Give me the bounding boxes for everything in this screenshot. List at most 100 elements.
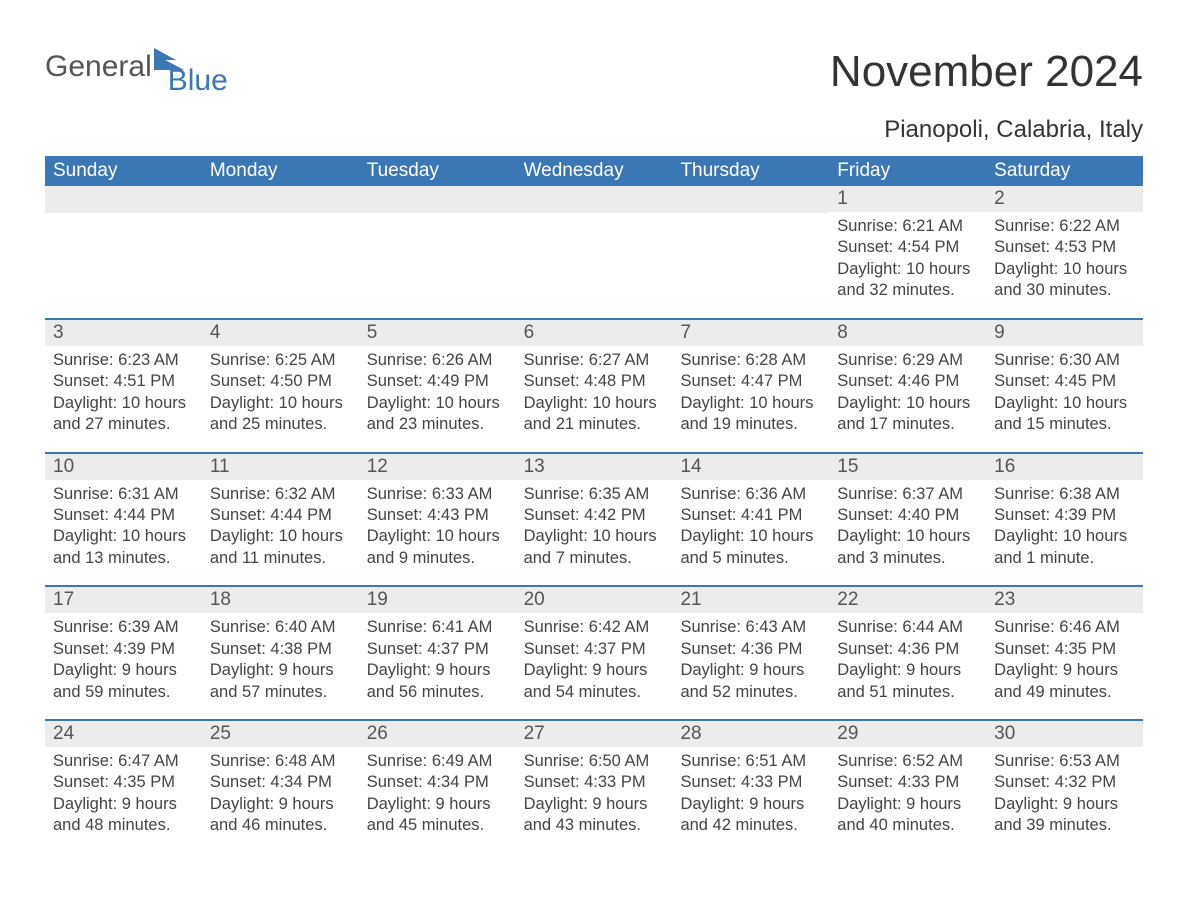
empty-day bbox=[45, 186, 202, 213]
daylight-line: Daylight: 9 hours and 56 minutes. bbox=[367, 660, 508, 703]
day-number: 16 bbox=[986, 454, 1143, 480]
daylight-line: Daylight: 10 hours and 3 minutes. bbox=[837, 526, 978, 569]
day-data: Sunrise: 6:50 AMSunset: 4:33 PMDaylight:… bbox=[516, 747, 673, 837]
sunrise-line: Sunrise: 6:44 AM bbox=[837, 617, 978, 638]
day-number: 9 bbox=[986, 320, 1143, 346]
sunrise-line: Sunrise: 6:29 AM bbox=[837, 350, 978, 371]
day-cell: 2Sunrise: 6:22 AMSunset: 4:53 PMDaylight… bbox=[986, 186, 1143, 308]
daylight-line: Daylight: 9 hours and 59 minutes. bbox=[53, 660, 194, 703]
day-cell: 29Sunrise: 6:52 AMSunset: 4:33 PMDayligh… bbox=[829, 721, 986, 843]
sunset-line: Sunset: 4:48 PM bbox=[524, 371, 665, 392]
sunset-line: Sunset: 4:37 PM bbox=[367, 639, 508, 660]
sunrise-line: Sunrise: 6:41 AM bbox=[367, 617, 508, 638]
sunset-line: Sunset: 4:33 PM bbox=[680, 772, 821, 793]
title-block: November 2024 Pianopoli, Calabria, Italy bbox=[830, 50, 1143, 144]
day-cell: 14Sunrise: 6:36 AMSunset: 4:41 PMDayligh… bbox=[672, 454, 829, 576]
weekday-header: Friday bbox=[829, 156, 986, 186]
daylight-line: Daylight: 10 hours and 32 minutes. bbox=[837, 259, 978, 302]
day-data: Sunrise: 6:28 AMSunset: 4:47 PMDaylight:… bbox=[672, 346, 829, 436]
day-number: 3 bbox=[45, 320, 202, 346]
daylight-line: Daylight: 10 hours and 13 minutes. bbox=[53, 526, 194, 569]
day-cell: 13Sunrise: 6:35 AMSunset: 4:42 PMDayligh… bbox=[516, 454, 673, 576]
sunset-line: Sunset: 4:46 PM bbox=[837, 371, 978, 392]
sunset-line: Sunset: 4:39 PM bbox=[994, 505, 1135, 526]
day-data: Sunrise: 6:21 AMSunset: 4:54 PMDaylight:… bbox=[829, 212, 986, 302]
day-data: Sunrise: 6:38 AMSunset: 4:39 PMDaylight:… bbox=[986, 480, 1143, 570]
sunrise-line: Sunrise: 6:25 AM bbox=[210, 350, 351, 371]
day-cell: 20Sunrise: 6:42 AMSunset: 4:37 PMDayligh… bbox=[516, 587, 673, 709]
daylight-line: Daylight: 9 hours and 52 minutes. bbox=[680, 660, 821, 703]
daylight-line: Daylight: 9 hours and 40 minutes. bbox=[837, 794, 978, 837]
sunrise-line: Sunrise: 6:48 AM bbox=[210, 751, 351, 772]
day-data: Sunrise: 6:48 AMSunset: 4:34 PMDaylight:… bbox=[202, 747, 359, 837]
sunset-line: Sunset: 4:49 PM bbox=[367, 371, 508, 392]
day-number: 7 bbox=[672, 320, 829, 346]
sunrise-line: Sunrise: 6:50 AM bbox=[524, 751, 665, 772]
sunset-line: Sunset: 4:40 PM bbox=[837, 505, 978, 526]
weekday-header: Wednesday bbox=[516, 156, 673, 186]
day-cell: 17Sunrise: 6:39 AMSunset: 4:39 PMDayligh… bbox=[45, 587, 202, 709]
day-data: Sunrise: 6:47 AMSunset: 4:35 PMDaylight:… bbox=[45, 747, 202, 837]
day-number: 8 bbox=[829, 320, 986, 346]
day-data: Sunrise: 6:29 AMSunset: 4:46 PMDaylight:… bbox=[829, 346, 986, 436]
sunset-line: Sunset: 4:37 PM bbox=[524, 639, 665, 660]
day-cell: 26Sunrise: 6:49 AMSunset: 4:34 PMDayligh… bbox=[359, 721, 516, 843]
day-data: Sunrise: 6:44 AMSunset: 4:36 PMDaylight:… bbox=[829, 613, 986, 703]
day-data: Sunrise: 6:26 AMSunset: 4:49 PMDaylight:… bbox=[359, 346, 516, 436]
weekday-header: Tuesday bbox=[359, 156, 516, 186]
sunrise-line: Sunrise: 6:40 AM bbox=[210, 617, 351, 638]
day-number: 4 bbox=[202, 320, 359, 346]
sunset-line: Sunset: 4:44 PM bbox=[210, 505, 351, 526]
day-cell bbox=[516, 186, 673, 308]
day-data: Sunrise: 6:52 AMSunset: 4:33 PMDaylight:… bbox=[829, 747, 986, 837]
day-data: Sunrise: 6:40 AMSunset: 4:38 PMDaylight:… bbox=[202, 613, 359, 703]
daylight-line: Daylight: 9 hours and 45 minutes. bbox=[367, 794, 508, 837]
header-row: General Blue November 2024 Pianopoli, Ca… bbox=[45, 50, 1143, 144]
day-cell: 3Sunrise: 6:23 AMSunset: 4:51 PMDaylight… bbox=[45, 320, 202, 442]
sunset-line: Sunset: 4:54 PM bbox=[837, 237, 978, 258]
day-cell: 18Sunrise: 6:40 AMSunset: 4:38 PMDayligh… bbox=[202, 587, 359, 709]
sunset-line: Sunset: 4:42 PM bbox=[524, 505, 665, 526]
day-number: 10 bbox=[45, 454, 202, 480]
week-row: 24Sunrise: 6:47 AMSunset: 4:35 PMDayligh… bbox=[45, 719, 1143, 843]
day-cell: 28Sunrise: 6:51 AMSunset: 4:33 PMDayligh… bbox=[672, 721, 829, 843]
day-data: Sunrise: 6:46 AMSunset: 4:35 PMDaylight:… bbox=[986, 613, 1143, 703]
day-data: Sunrise: 6:49 AMSunset: 4:34 PMDaylight:… bbox=[359, 747, 516, 837]
sunrise-line: Sunrise: 6:43 AM bbox=[680, 617, 821, 638]
day-number: 19 bbox=[359, 587, 516, 613]
day-cell: 6Sunrise: 6:27 AMSunset: 4:48 PMDaylight… bbox=[516, 320, 673, 442]
day-number: 23 bbox=[986, 587, 1143, 613]
week-row: 3Sunrise: 6:23 AMSunset: 4:51 PMDaylight… bbox=[45, 318, 1143, 442]
day-number: 27 bbox=[516, 721, 673, 747]
empty-day bbox=[202, 186, 359, 213]
week-row: 10Sunrise: 6:31 AMSunset: 4:44 PMDayligh… bbox=[45, 452, 1143, 576]
daylight-line: Daylight: 10 hours and 9 minutes. bbox=[367, 526, 508, 569]
daylight-line: Daylight: 10 hours and 7 minutes. bbox=[524, 526, 665, 569]
sunset-line: Sunset: 4:47 PM bbox=[680, 371, 821, 392]
daylight-line: Daylight: 10 hours and 30 minutes. bbox=[994, 259, 1135, 302]
daylight-line: Daylight: 10 hours and 15 minutes. bbox=[994, 393, 1135, 436]
sunset-line: Sunset: 4:36 PM bbox=[837, 639, 978, 660]
day-cell: 24Sunrise: 6:47 AMSunset: 4:35 PMDayligh… bbox=[45, 721, 202, 843]
sunrise-line: Sunrise: 6:30 AM bbox=[994, 350, 1135, 371]
daylight-line: Daylight: 10 hours and 11 minutes. bbox=[210, 526, 351, 569]
day-cell: 21Sunrise: 6:43 AMSunset: 4:36 PMDayligh… bbox=[672, 587, 829, 709]
day-data: Sunrise: 6:36 AMSunset: 4:41 PMDaylight:… bbox=[672, 480, 829, 570]
sunrise-line: Sunrise: 6:21 AM bbox=[837, 216, 978, 237]
daylight-line: Daylight: 9 hours and 48 minutes. bbox=[53, 794, 194, 837]
day-cell: 10Sunrise: 6:31 AMSunset: 4:44 PMDayligh… bbox=[45, 454, 202, 576]
daylight-line: Daylight: 9 hours and 57 minutes. bbox=[210, 660, 351, 703]
day-cell: 12Sunrise: 6:33 AMSunset: 4:43 PMDayligh… bbox=[359, 454, 516, 576]
sunrise-line: Sunrise: 6:42 AM bbox=[524, 617, 665, 638]
day-cell: 5Sunrise: 6:26 AMSunset: 4:49 PMDaylight… bbox=[359, 320, 516, 442]
daylight-line: Daylight: 9 hours and 46 minutes. bbox=[210, 794, 351, 837]
sunset-line: Sunset: 4:38 PM bbox=[210, 639, 351, 660]
week-row: 17Sunrise: 6:39 AMSunset: 4:39 PMDayligh… bbox=[45, 585, 1143, 709]
sunrise-line: Sunrise: 6:35 AM bbox=[524, 484, 665, 505]
day-number: 26 bbox=[359, 721, 516, 747]
daylight-line: Daylight: 10 hours and 19 minutes. bbox=[680, 393, 821, 436]
day-cell: 23Sunrise: 6:46 AMSunset: 4:35 PMDayligh… bbox=[986, 587, 1143, 709]
day-data: Sunrise: 6:23 AMSunset: 4:51 PMDaylight:… bbox=[45, 346, 202, 436]
weeks-container: 1Sunrise: 6:21 AMSunset: 4:54 PMDaylight… bbox=[45, 186, 1143, 843]
day-cell: 16Sunrise: 6:38 AMSunset: 4:39 PMDayligh… bbox=[986, 454, 1143, 576]
